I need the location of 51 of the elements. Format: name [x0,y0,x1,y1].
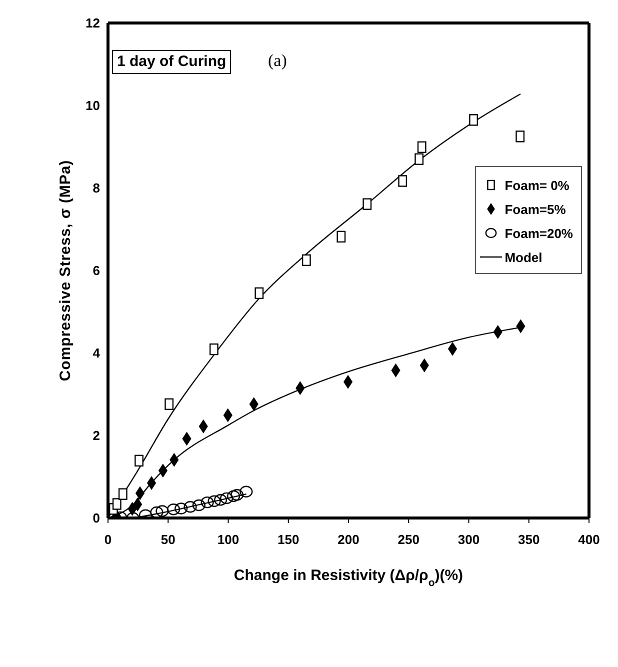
x-tick-label: 150 [278,532,300,548]
x-tick-label: 400 [578,532,600,548]
point [302,254,311,266]
point [134,454,144,467]
annotation: 1 day of Curing [112,50,232,74]
point [192,499,206,512]
point [156,505,169,517]
point [254,287,264,300]
point [150,506,164,518]
legend-label: Foam= 0% [504,178,570,192]
point [398,175,408,187]
legend-label: Foam=20% [504,226,573,240]
x-tick-label: 200 [338,532,360,548]
point [164,398,174,410]
y-tick-label: 10 [86,98,100,114]
point [240,486,253,498]
point [226,490,240,502]
legend-label: Model [504,250,542,264]
y-tick-label: 8 [92,180,100,196]
point [118,488,128,500]
y-tick-label: 6 [92,263,100,278]
point [214,494,228,506]
y-tick-label: 4 [92,346,101,361]
x-tick-label: 250 [398,532,420,548]
y-axis-title: Compressive Stress, σ (MPa) [57,160,74,382]
point [174,502,188,514]
point [469,114,478,126]
point [220,492,234,504]
y-tick-label: 0 [92,510,100,526]
x-tick-label: 300 [458,532,480,548]
point [200,496,214,508]
point [184,501,197,513]
x-tick-label: 50 [160,532,176,548]
y-tick-label: 12 [86,16,100,31]
point [208,495,221,507]
x-axis-title: Change in Resistivity (Δρ/ρ$_{o}$)(%) [234,567,464,589]
point [209,343,218,356]
point [112,498,122,510]
point [516,130,525,142]
point [336,230,346,243]
x-tick-label: 0 [104,532,112,548]
point [414,153,424,165]
x-tick-label: 100 [217,532,240,548]
point [362,198,372,210]
x-tick-label: 350 [518,532,540,548]
point [230,489,244,501]
annotation: (a) [268,50,287,72]
y-tick-label: 2 [92,428,100,444]
point [166,503,180,516]
legend-label: Foam=5% [504,202,566,216]
point [417,141,426,154]
